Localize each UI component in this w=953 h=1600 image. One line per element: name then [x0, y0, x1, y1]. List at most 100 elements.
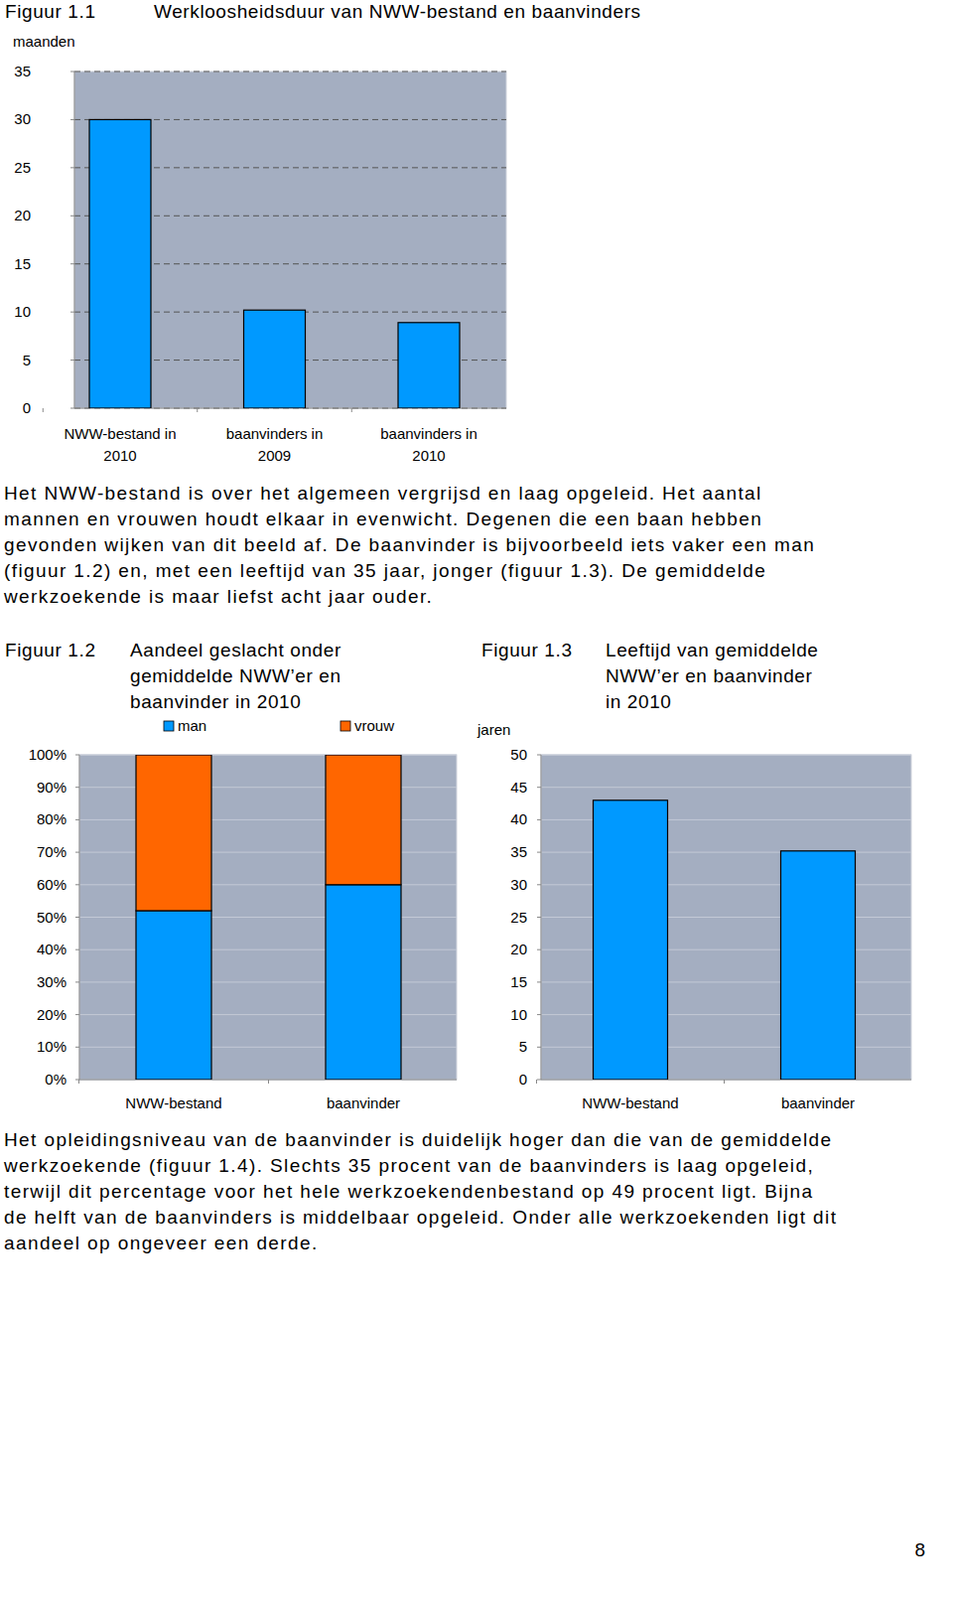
tick-label: 30% [36, 972, 67, 990]
x-tick-mark [351, 408, 353, 412]
tick-label: 60% [36, 875, 67, 893]
tick-label: 0% [44, 1070, 67, 1088]
y-axis-label: maanden [12, 32, 76, 50]
category-label: NWW-bestand [581, 1093, 679, 1111]
tick-label: 10 [13, 302, 31, 320]
grid-line [74, 71, 507, 73]
tick-mark [537, 980, 542, 982]
x-tick-mark [42, 408, 44, 412]
y-axis-label: jaren [476, 720, 511, 738]
tick-mark [70, 311, 75, 313]
y-axis [541, 754, 543, 1080]
plot-area [541, 754, 912, 1080]
tick-mark [75, 1046, 80, 1048]
tick-label: 25 [510, 908, 528, 926]
tick-mark [70, 166, 75, 168]
tick-label: 90% [36, 778, 67, 796]
tick-mark [537, 883, 542, 885]
grid-line [541, 754, 912, 756]
tick-mark [537, 1046, 542, 1048]
tick-label: 20 [13, 206, 31, 224]
chart: Figuur 1.2 Aandeel geslacht ondergemiddel… [4, 639, 457, 1111]
category-label: NWW-bestand in2010 [63, 424, 176, 464]
tick-label: 25 [13, 158, 31, 176]
tick-mark [537, 1013, 542, 1015]
page: Figuur 1.1 Werkloosheidsduur van NWW-best… [0, 0, 953, 1600]
tick-label: 45 [510, 778, 528, 796]
tick-mark [75, 851, 80, 853]
tick-mark [70, 359, 75, 361]
tick-label: 40 [510, 810, 528, 827]
bar-segment [325, 884, 402, 1080]
grid-line [541, 786, 912, 788]
bar [398, 322, 460, 409]
marks [593, 800, 856, 1080]
tick-label: 15 [13, 255, 31, 273]
tick-label: 10% [36, 1037, 67, 1055]
tick-mark [75, 786, 80, 788]
chart-title: Werkloosheidsduur van NWW-bestand en baa… [153, 0, 642, 22]
tick-mark [537, 949, 542, 951]
bar-segment [136, 754, 212, 911]
plot-area [79, 754, 457, 1080]
legend-swatch [163, 720, 174, 731]
tick-mark [537, 818, 542, 820]
bar [89, 119, 151, 409]
x-tick-mark [196, 408, 198, 412]
tick-label: 50 [510, 745, 528, 763]
chart-title: Leeftijd van gemiddeldeNWW’er en baanvin… [605, 639, 819, 712]
tick-mark [537, 1079, 542, 1081]
bar-segment [136, 910, 212, 1080]
marks [136, 754, 402, 1080]
tick-label: 80% [36, 810, 67, 827]
figure-label: Figuur 1.2 [4, 639, 97, 661]
bar [781, 850, 856, 1080]
bar [244, 309, 306, 409]
tick-mark [75, 916, 80, 918]
x-tick-mark [723, 1079, 725, 1084]
tick-mark [75, 1013, 80, 1015]
tick-label: 70% [36, 842, 67, 860]
tick-label: 40% [36, 940, 67, 957]
x-tick-mark [268, 1079, 270, 1084]
tick-mark [75, 980, 80, 982]
legend-label: vrouw [354, 716, 395, 734]
tick-mark [75, 818, 80, 820]
tick-mark [537, 786, 542, 788]
chart-title: Aandeel geslacht ondergemiddelde NWW’er … [130, 639, 342, 712]
tick-mark [537, 916, 542, 918]
tick-mark [70, 263, 75, 265]
chart: Figuur 1.1 Werkloosheidsduur van NWW-best… [4, 0, 642, 464]
tick-label: 35 [510, 842, 528, 860]
tick-label: 0 [519, 1070, 528, 1088]
tick-label: 100% [28, 745, 67, 763]
tick-label: 30 [13, 110, 31, 128]
tick-label: 30 [510, 875, 528, 893]
figure-label: Figuur 1.3 [481, 639, 573, 661]
figure-label: Figuur 1.1 [4, 0, 97, 22]
plot-area [74, 71, 507, 409]
bar [593, 800, 669, 1080]
category-label: baanvinder [326, 1093, 401, 1111]
x-tick-mark [78, 1079, 80, 1084]
tick-mark [70, 215, 75, 217]
tick-label: 15 [510, 972, 528, 990]
y-axis [74, 71, 76, 409]
tick-label: 20% [36, 1005, 67, 1023]
tick-label: 10 [510, 1005, 528, 1023]
legend: manvrouw [163, 716, 395, 734]
bar-segment [325, 754, 402, 885]
marks [89, 119, 460, 409]
tick-mark [70, 119, 75, 121]
tick-label: 5 [22, 351, 31, 369]
category-label: baanvinders in2009 [226, 424, 324, 464]
tick-label: 0 [22, 399, 31, 416]
tick-mark [75, 949, 80, 951]
tick-mark [537, 754, 542, 756]
tick-mark [75, 754, 80, 756]
tick-label: 50% [36, 908, 67, 926]
paragraph: Het NWW-bestand is over het algemeen ver… [2, 482, 816, 607]
x-tick-mark [536, 1079, 538, 1084]
category-label: NWW-bestand [125, 1093, 222, 1111]
page-number: 8 [914, 1538, 926, 1560]
